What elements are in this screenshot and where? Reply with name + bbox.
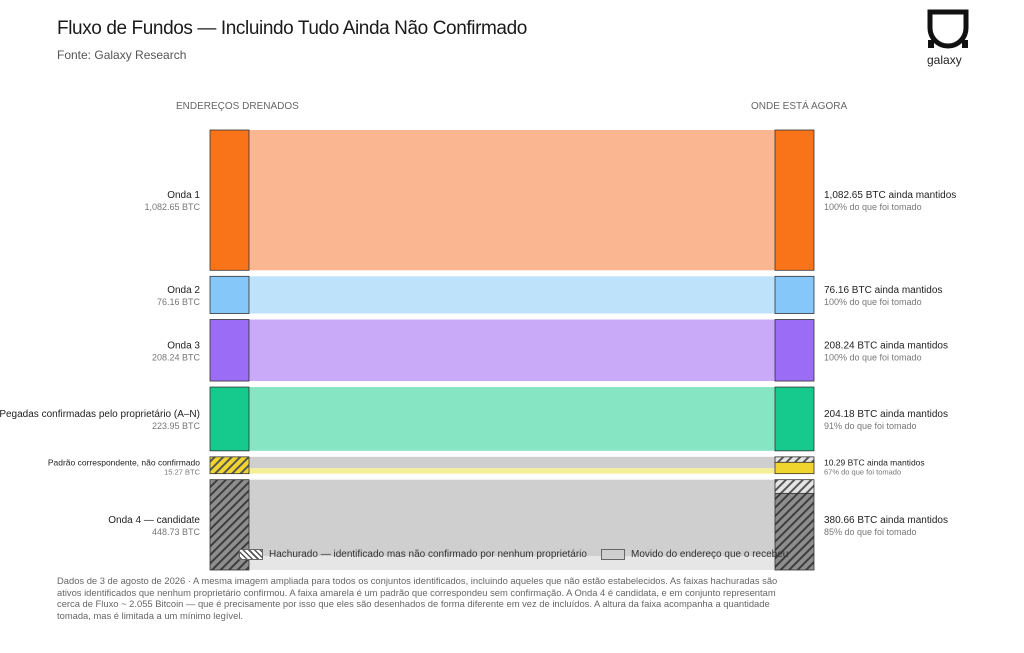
flow-5-target-moved xyxy=(774,456,815,463)
legend-moved-label: Movido do endereço que o recebeu xyxy=(631,549,789,560)
flow-4-source-label: Pegadas confirmadas pelo proprietário (A… xyxy=(0,409,200,420)
flow-6-target-label: 380.66 BTC ainda mantidos xyxy=(824,515,948,526)
flow-1-source-value: 1,082.65 BTC xyxy=(144,202,200,212)
flow-2-band xyxy=(249,276,775,314)
flow-5-target-node xyxy=(774,461,815,475)
footnote: Dados de 3 de agosto de 2026 · A mesma i… xyxy=(57,575,778,621)
flow-3-target-value: 100% do que foi tomado xyxy=(824,352,922,362)
flow-5-source-node xyxy=(209,456,250,475)
legend-moved: Movido do endereço que o recebeu xyxy=(601,549,788,560)
left-column-heading: ENDEREÇOS DRENADOS xyxy=(176,101,299,112)
flow-3-target-label: 208.24 BTC ainda mantidos xyxy=(824,340,948,351)
flow-6-band-kept xyxy=(249,479,775,557)
flow-6-source-label: Onda 4 — candidate xyxy=(108,515,200,526)
flow-2-source-node xyxy=(209,275,250,314)
flow-5-band-moved xyxy=(249,468,775,474)
flow-5-band-kept xyxy=(249,456,775,469)
flow-6-target-value: 85% do que foi tomado xyxy=(824,527,917,537)
flow-1-target-value: 100% do que foi tomado xyxy=(824,202,922,212)
flow-1-source-label: Onda 1 xyxy=(167,190,200,201)
flow-4-source-value: 223.95 BTC xyxy=(152,421,201,431)
flow-1-band xyxy=(249,130,775,271)
flow-6-target-node xyxy=(774,492,815,571)
galaxy-logo-icon xyxy=(927,9,969,49)
flow-5-target-label: 10.29 BTC ainda mantidos xyxy=(824,457,925,467)
flow-4-target-node xyxy=(774,386,815,452)
legend-hatched-swatch xyxy=(239,549,263,560)
legend-moved-swatch xyxy=(601,549,625,560)
flow-1-target-node xyxy=(774,129,815,271)
flow-2-target-value: 100% do que foi tomado xyxy=(824,297,922,307)
flow-3-target-node xyxy=(774,319,815,382)
legend-hatched: Hachurado — identificado mas não confirm… xyxy=(239,549,587,560)
flow-6-band-moved xyxy=(249,556,775,570)
chart-title: Fluxo de Fundos — Incluindo Tudo Ainda N… xyxy=(57,18,527,39)
legend-hatched-label: Hachurado — identificado mas não confirm… xyxy=(269,549,587,560)
flow-6-target-moved xyxy=(774,479,815,494)
flow-2-source-label: Onda 2 xyxy=(167,285,200,296)
flow-4-target-value: 91% do que foi tomado xyxy=(824,421,917,431)
flow-3-source-label: Onda 3 xyxy=(167,340,200,351)
right-column-heading: ONDE ESTÁ AGORA xyxy=(751,101,848,112)
flow-3-source-value: 208.24 BTC xyxy=(152,352,201,362)
galaxy-logo-text: galaxy xyxy=(927,53,962,67)
flow-4-target-label: 204.18 BTC ainda mantidos xyxy=(824,409,948,420)
flow-3-band xyxy=(249,319,775,382)
flow-4-source-node xyxy=(209,386,250,452)
flow-5-source-label: Padrão correspondente, não confirmado xyxy=(48,457,200,467)
flow-2-target-node xyxy=(774,275,815,314)
flow-2-target-label: 76.16 BTC ainda mantidos xyxy=(824,285,942,296)
flow-2-source-value: 76.16 BTC xyxy=(157,297,201,307)
flow-3-source-node xyxy=(209,319,250,382)
flow-5-target-value: 67% do que foi tomado xyxy=(824,467,901,476)
flow-6-source-value: 448.73 BTC xyxy=(152,527,201,537)
flow-1-source-node xyxy=(209,129,250,271)
flow-1-target-label: 1,082.65 BTC ainda mantidos xyxy=(824,190,956,201)
chart-source: Fonte: Galaxy Research xyxy=(57,48,187,62)
flow-4-band xyxy=(249,387,775,451)
flow-5-source-value: 15.27 BTC xyxy=(164,467,200,476)
